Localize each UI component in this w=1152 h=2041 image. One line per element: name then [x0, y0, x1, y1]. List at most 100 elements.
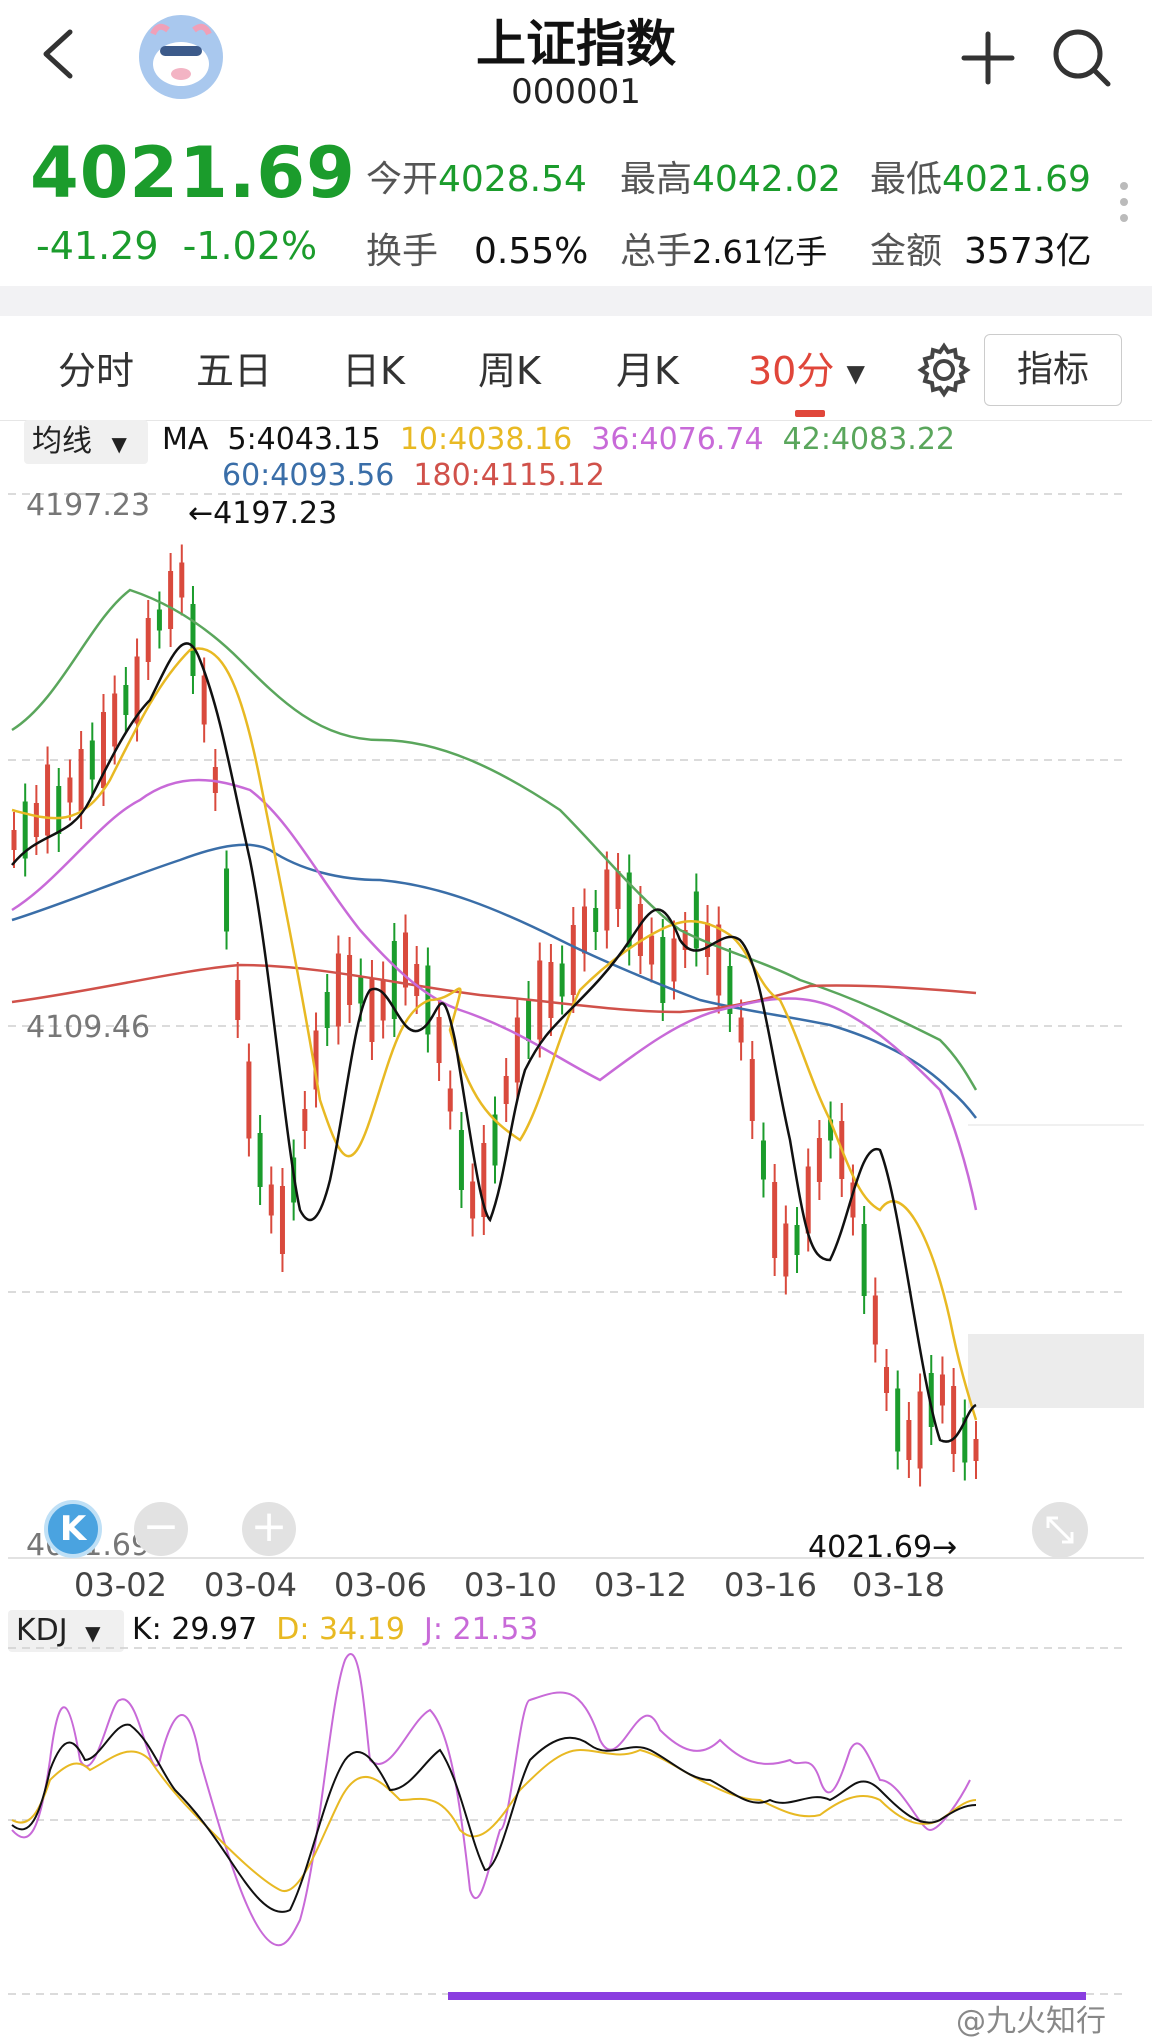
candle-body — [179, 562, 185, 598]
candle-body — [22, 801, 28, 859]
page-title: 上证指数 — [476, 15, 676, 73]
kdj-chart[interactable] — [0, 1640, 1152, 2000]
stock-code: 000001 — [511, 72, 641, 112]
candle-body — [335, 953, 341, 1027]
candle-body — [190, 604, 196, 676]
candle-body — [693, 891, 699, 949]
date-label: 03-10 — [464, 1566, 557, 1604]
ma-prefix: MA — [162, 422, 209, 457]
kdj-selector-label: KDJ — [16, 1613, 68, 1648]
candle-body — [67, 777, 73, 803]
candle-body — [604, 869, 610, 931]
ma-selector[interactable]: 均线 ▼ — [24, 420, 148, 464]
candle-body — [279, 1186, 285, 1254]
price-change: -41.29 -1.02% — [36, 224, 317, 268]
candle-body — [56, 786, 62, 834]
volume-label: 总手 — [620, 231, 693, 272]
candle-body — [570, 925, 576, 995]
more-vertical-icon[interactable] — [1116, 180, 1132, 224]
candle-body — [78, 749, 84, 811]
volume-value: 2.61亿手 — [692, 233, 828, 271]
candle-body — [45, 764, 51, 836]
ma5-value: 5:4043.15 — [227, 422, 381, 457]
candle-body — [268, 1184, 274, 1216]
candle-body — [403, 932, 409, 988]
candle-body — [156, 609, 162, 631]
tab-monthly-k[interactable]: 月K — [616, 349, 679, 393]
period-tabs: 分时 五日 日K 周K 月K 30分 ▼ — [0, 318, 1152, 421]
high-marker-label: ←4197.23 — [188, 496, 338, 531]
ma10-line — [11, 647, 978, 1421]
candle-body — [302, 1109, 308, 1131]
candle-body — [660, 937, 666, 1003]
kdj-selector[interactable]: KDJ ▼ — [8, 1610, 124, 1652]
candle-body — [727, 966, 733, 1014]
last-price: 4021.69 — [30, 132, 356, 214]
gear-icon[interactable] — [916, 342, 972, 398]
tab-daily-k[interactable]: 日K — [342, 349, 405, 393]
date-label: 03-04 — [204, 1566, 297, 1604]
candle-body — [514, 1017, 520, 1083]
candle-body — [481, 1143, 487, 1217]
fullscreen-icon[interactable] — [1032, 1502, 1088, 1558]
high-label: 最高 — [620, 159, 693, 200]
candle-body — [358, 976, 364, 1004]
axis-top-label: 4197.23 — [26, 488, 151, 523]
low-label: 最低 — [870, 159, 943, 200]
candle-body — [33, 803, 39, 837]
add-icon[interactable] — [958, 28, 1018, 88]
kdj-d-value: D: 34.19 — [276, 1612, 405, 1647]
date-label: 03-02 — [74, 1566, 167, 1604]
kdj-j-line — [11, 1653, 971, 1947]
candle-body — [503, 1076, 509, 1104]
chevron-down-icon: ▼ — [111, 432, 127, 456]
chevron-down-icon: ▼ — [85, 1621, 101, 1645]
candle-body — [649, 935, 655, 965]
amount-value: 3573亿 — [964, 231, 1092, 272]
candle-body — [145, 618, 151, 662]
candle-body — [100, 712, 106, 788]
back-icon[interactable] — [30, 24, 90, 84]
ma5-line — [11, 642, 977, 1443]
tab-30min[interactable]: 30分 ▼ — [748, 340, 865, 395]
watermark: @九火知行 — [956, 2004, 1106, 2039]
candle-body — [458, 1130, 464, 1190]
zoom-out-icon[interactable]: − — [134, 1502, 188, 1556]
k-logo-icon[interactable]: K — [44, 1500, 102, 1558]
kdj-legend: K: 29.97 D: 34.19 J: 21.53 — [132, 1612, 538, 1647]
candle-body — [112, 693, 118, 747]
candle-body — [805, 1166, 811, 1234]
turnover-value: 0.55% — [474, 231, 589, 272]
candle-body — [682, 930, 688, 950]
candle-body — [951, 1386, 957, 1454]
tab-weekly-k[interactable]: 周K — [478, 349, 541, 393]
tab-intraday[interactable]: 分时 — [58, 349, 135, 393]
ma180-value: 180:4115.12 — [413, 458, 605, 493]
candle-body — [224, 868, 230, 932]
candle-body — [716, 924, 722, 996]
candle-body — [615, 871, 621, 909]
candle-body — [928, 1373, 934, 1427]
avatar-icon[interactable] — [138, 14, 224, 100]
zoom-in-icon[interactable]: + — [242, 1502, 296, 1556]
tab-five-day[interactable]: 五日 — [196, 349, 273, 393]
candle-body — [369, 978, 375, 1042]
active-tab-indicator — [795, 410, 825, 417]
turnover-label: 换手 — [366, 231, 439, 272]
date-label: 03-18 — [852, 1566, 945, 1604]
candle-body — [447, 1088, 453, 1112]
candle-body — [391, 941, 397, 1019]
candlestick-chart[interactable] — [0, 470, 1152, 1560]
candle-body — [872, 1295, 878, 1345]
indicator-button[interactable]: 指标 — [984, 334, 1122, 406]
candle-body — [816, 1138, 822, 1182]
ma60-line — [11, 843, 977, 1119]
candle-body — [637, 904, 643, 956]
kdj-k-line — [11, 1723, 977, 1913]
candle-body — [962, 1417, 968, 1463]
candle-body — [772, 1182, 778, 1258]
candle-body — [380, 979, 386, 1021]
change-value: -41.29 — [36, 224, 159, 268]
ma60-value: 60:4093.56 — [222, 458, 395, 493]
search-icon[interactable] — [1050, 26, 1114, 90]
